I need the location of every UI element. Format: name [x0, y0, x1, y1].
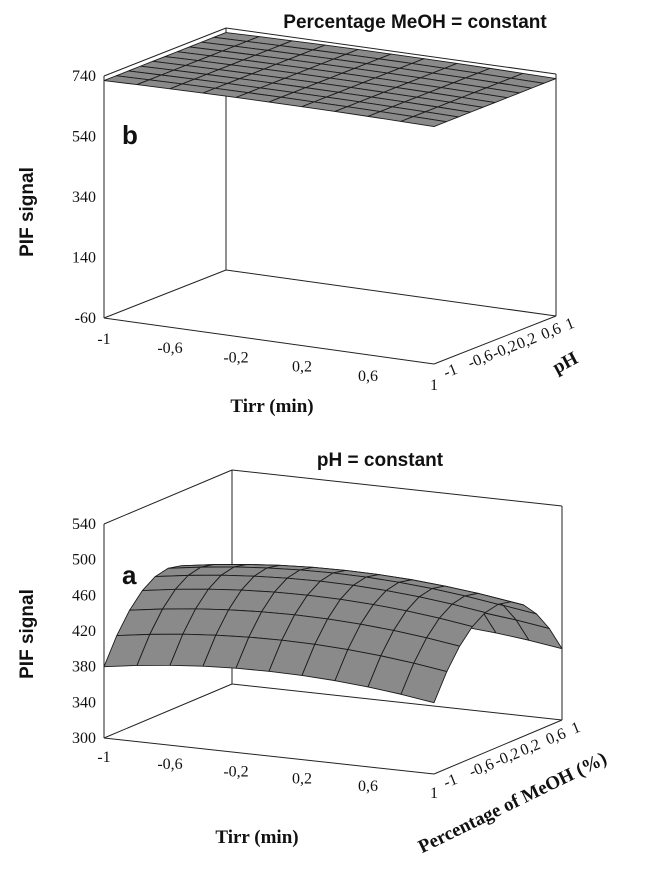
- panel-b-z-tick-label: -60: [75, 310, 96, 327]
- panel-a-z-tick-label: 300: [72, 730, 96, 747]
- panel-a-x-tick-label: -1: [97, 749, 110, 766]
- panel-b-z-tick-label: 540: [72, 129, 96, 146]
- panel-a-x-tick-label: -0,2: [223, 763, 248, 780]
- panel-b-x-tick-label: 0,2: [292, 359, 312, 376]
- panel-a-y-tick-label: 0,2: [518, 736, 543, 759]
- panel-b-z-tick-label: 340: [72, 189, 96, 206]
- panel-b-x-tick-label: -0,2: [223, 349, 248, 366]
- panel-b-x-axis-title: Tirr (min): [230, 396, 313, 417]
- panel-b-chart: Percentage MeOH = constant b PIF signal …: [17, 12, 582, 417]
- panel-b-y-axis-title: pH: [549, 348, 581, 379]
- panel-b-y-tick-label: -1: [441, 361, 460, 382]
- panel-a-surface: [103, 563, 563, 704]
- panel-a-x-tick-label: -0,6: [157, 756, 182, 773]
- panel-a-box-edge: [103, 683, 233, 739]
- panel-b-box-edge: [433, 315, 557, 365]
- panel-a-z-tick-label: 340: [72, 694, 96, 711]
- panel-a-y-tick-label: -1: [441, 771, 460, 792]
- panel-a-box-edge: [231, 469, 563, 507]
- panel-a-z-tick-label: 500: [72, 552, 96, 569]
- panel-b-box-edge: [103, 27, 227, 77]
- panel-a-z-tick-label: 420: [72, 623, 96, 640]
- panel-a-y-tick-label: -0,6: [467, 756, 497, 781]
- panel-a-chart: pH = constant a PIF signal Tirr (min) Pe…: [17, 450, 610, 858]
- panel-b-letter: b: [122, 120, 138, 150]
- panel-b-z-axis-title: PIF signal: [17, 167, 38, 257]
- panel-a-box-edge: [433, 719, 563, 775]
- panel-b-x-tick-label: -0,6: [157, 340, 182, 357]
- panel-b-x-tick-label: 0,6: [358, 368, 378, 385]
- panel-a-y-tick-label: 0,6: [544, 725, 569, 748]
- panel-a-box-edge: [103, 469, 233, 525]
- panel-a-title: pH = constant: [317, 450, 444, 471]
- panel-a-y-tick-label: -0,2: [492, 745, 522, 770]
- panel-a-z-tick-label: 460: [72, 587, 96, 604]
- panel-a-y-axis-title: Percentage of MeOH (%): [415, 748, 610, 858]
- panel-b-surface-patch: [400, 116, 447, 127]
- panel-b-box-edge: [103, 269, 227, 319]
- panel-b-z-tick-label: 740: [72, 68, 96, 85]
- panel-b-axes-box: [103, 27, 557, 365]
- panel-a-z-tick-label: 380: [72, 659, 96, 676]
- panel-b-z-tick-label: 140: [72, 250, 96, 267]
- panel-b-y-tick-label: 0,2: [514, 330, 539, 353]
- panel-a-x-axis-title: Tirr (min): [215, 827, 298, 848]
- panel-a-z-tick-label: 540: [72, 516, 96, 533]
- panel-a-y-tick-label: 1: [569, 719, 583, 738]
- panel-b-x-tick-label: 1: [430, 377, 438, 394]
- panel-b-y-tick-label: 1: [563, 315, 577, 334]
- panel-b-surface: [103, 32, 557, 127]
- panel-a-x-tick-label: 0,2: [292, 771, 312, 788]
- panel-b-box-edge: [225, 269, 557, 317]
- panel-b-box-edge: [225, 27, 557, 75]
- panel-a-box-edge: [103, 737, 435, 775]
- panel-a-x-tick-label: 0,6: [358, 778, 378, 795]
- panel-b-box-edge: [103, 317, 435, 365]
- panel-b-y-tick-label: 0,6: [539, 320, 564, 343]
- panel-a-z-axis-title: PIF signal: [17, 589, 38, 679]
- panel-b-title: Percentage MeOH = constant: [283, 12, 547, 33]
- panel-a-letter: a: [122, 560, 137, 590]
- panel-b-x-tick-label: -1: [97, 331, 110, 348]
- panel-a-box-edge: [231, 683, 563, 721]
- panel-a-surface-patch: [400, 662, 448, 704]
- panel-a-x-tick-label: 1: [430, 785, 438, 802]
